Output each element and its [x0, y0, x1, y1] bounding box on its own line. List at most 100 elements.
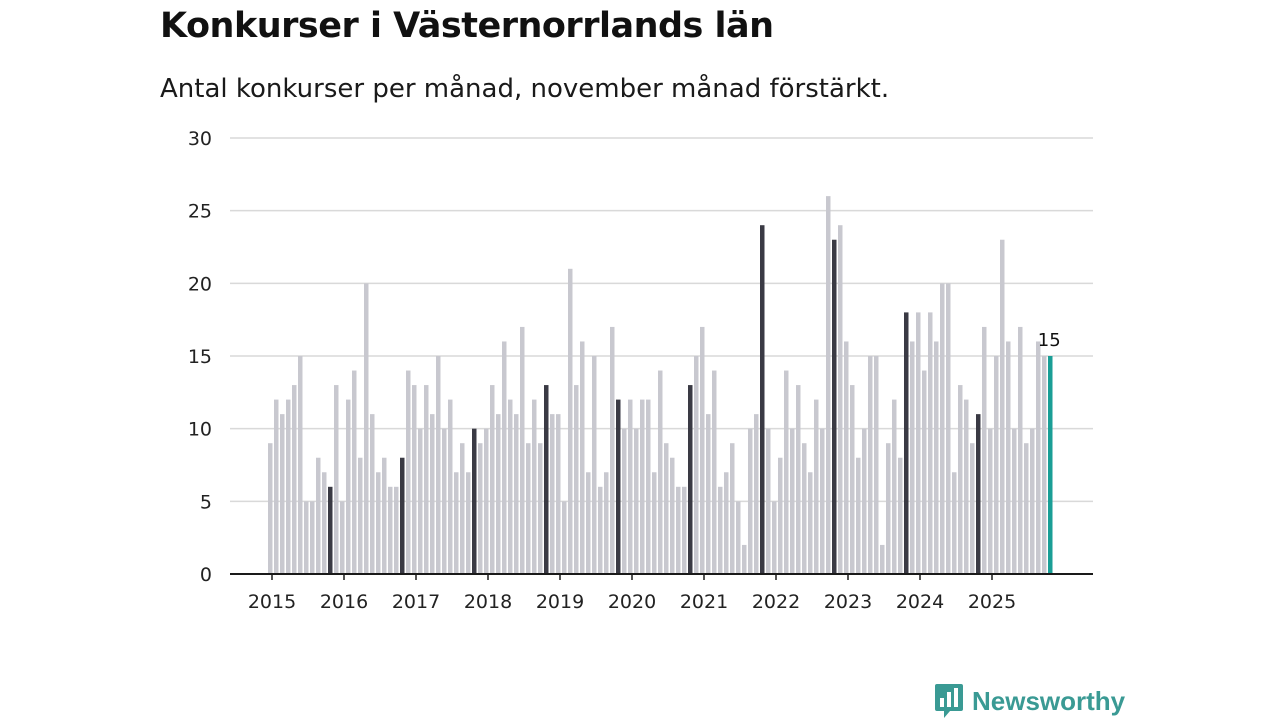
- bar-2024-01: [916, 312, 921, 574]
- bar-2021-12: [766, 428, 771, 574]
- bar-2016-06: [370, 414, 375, 574]
- x-tick-label: 2025: [968, 591, 1016, 613]
- bar-2023-06: [874, 356, 879, 574]
- bar-2025-06: [1018, 326, 1023, 574]
- bar-2017-05: [436, 356, 441, 574]
- bar-2015-03: [280, 414, 285, 574]
- bar-2021-07: [736, 501, 741, 574]
- x-tick-label: 2019: [536, 591, 584, 613]
- bar-2018-05: [508, 399, 513, 574]
- bar-2021-02: [706, 414, 711, 574]
- bar-2025-09: [1036, 341, 1041, 574]
- y-tick-label: 20: [188, 273, 212, 295]
- bar-2016-12: [406, 370, 411, 574]
- y-tick-label: 0: [200, 564, 212, 586]
- bar-2020-08: [670, 457, 675, 574]
- bar-2024-05: [940, 283, 945, 574]
- bar-2020-07: [664, 443, 669, 574]
- bar-2018-10: [538, 443, 543, 574]
- bar-2023-09: [892, 399, 897, 574]
- bar-2025-07: [1024, 443, 1029, 574]
- bar-2018-01: [484, 428, 489, 574]
- bar-2015-08: [310, 501, 315, 574]
- bar-2023-03: [856, 457, 861, 574]
- newsworthy-logo-icon: [935, 684, 963, 718]
- bar-2016-03: [352, 370, 357, 574]
- bar-2021-05: [724, 472, 729, 574]
- bar-2016-10: [394, 486, 399, 574]
- brand-name: Newsworthy: [972, 685, 1126, 716]
- bar-2022-11: [832, 239, 837, 575]
- bar-2017-08: [454, 472, 459, 574]
- bar-2019-11: [616, 399, 621, 574]
- bar-2015-01: [268, 443, 273, 574]
- bar-2018-02: [490, 385, 495, 574]
- bar-2019-04: [574, 385, 579, 574]
- bar-2023-11: [904, 312, 909, 574]
- bar-2019-08: [598, 486, 603, 574]
- y-tick-label: 15: [188, 346, 212, 368]
- bar-2017-07: [448, 399, 453, 574]
- bar-2023-07: [880, 544, 885, 574]
- x-tick-label: 2015: [248, 591, 296, 613]
- x-tick-label: 2020: [608, 591, 656, 613]
- bar-2017-06: [442, 428, 447, 574]
- bar-2015-05: [292, 385, 297, 574]
- y-tick-label: 5: [200, 491, 212, 513]
- bar-2021-01: [700, 326, 705, 574]
- bar-2015-02: [274, 399, 279, 574]
- bar-2022-07: [808, 472, 813, 574]
- bar-2019-02: [562, 501, 567, 574]
- bar-2021-10: [754, 414, 759, 574]
- bar-2022-05: [796, 385, 801, 574]
- bar-2025-01: [988, 428, 993, 574]
- bar-2023-02: [850, 385, 855, 574]
- bar-2025-05: [1012, 428, 1017, 574]
- bar-2018-03: [496, 414, 501, 574]
- bar-2024-10: [970, 443, 975, 574]
- bar-2019-07: [592, 356, 597, 574]
- bar-2023-01: [844, 341, 849, 574]
- chart-subtitle: Antal konkurser per månad, november måna…: [160, 74, 890, 104]
- x-tick-label: 2024: [896, 591, 944, 613]
- bar-2018-12: [550, 414, 555, 574]
- bar-2020-05: [652, 472, 657, 574]
- bar-2023-05: [868, 356, 873, 574]
- x-tick-label: 2021: [680, 591, 728, 613]
- bar-2015-07: [304, 501, 309, 574]
- bar-2016-01: [340, 501, 345, 574]
- bar-2015-04: [286, 399, 291, 574]
- bar-2022-01: [772, 501, 777, 574]
- x-tick-label: 2017: [392, 591, 440, 613]
- bar-2024-02: [922, 370, 927, 574]
- x-tick-label: 2022: [752, 591, 800, 613]
- bar-2019-05: [580, 341, 585, 574]
- bar-2024-06: [946, 283, 951, 574]
- bar-2020-02: [634, 428, 639, 574]
- bar-2016-02: [346, 399, 351, 574]
- bar-2017-02: [418, 428, 423, 574]
- bar-2025-03: [1000, 239, 1005, 575]
- bar-2022-06: [802, 443, 807, 574]
- bar-2019-06: [586, 472, 591, 574]
- bar-2024-07: [952, 472, 957, 574]
- bar-2022-04: [790, 428, 795, 574]
- bar-2024-04: [934, 341, 939, 574]
- x-tick-label: 2018: [464, 591, 512, 613]
- bar-2023-10: [898, 457, 903, 574]
- bar-2018-11: [544, 385, 549, 574]
- bar-2020-04: [646, 399, 651, 574]
- bar-2017-11: [472, 428, 477, 574]
- bar-2020-06: [658, 370, 663, 574]
- bar-2018-07: [520, 326, 525, 574]
- bar-2017-09: [460, 443, 465, 574]
- bar-2016-07: [376, 472, 381, 574]
- bar-2025-04: [1006, 341, 1011, 574]
- bar-2021-11: [760, 225, 765, 574]
- bar-2021-06: [730, 443, 735, 574]
- bar-2017-10: [466, 472, 471, 574]
- bar-2019-12: [622, 428, 627, 574]
- bar-2024-03: [928, 312, 933, 574]
- bar-2022-09: [820, 428, 825, 574]
- bar-2019-01: [556, 414, 561, 574]
